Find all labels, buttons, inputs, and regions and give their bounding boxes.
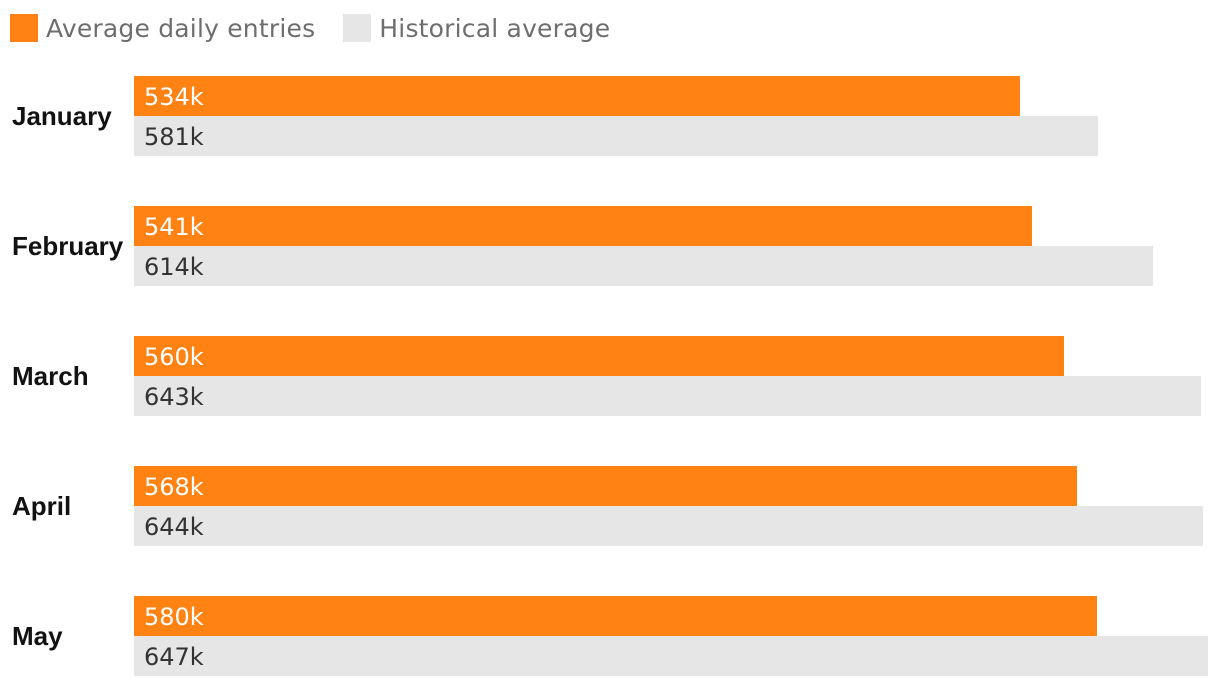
value-label-primary-january: 534k bbox=[144, 83, 204, 111]
legend-label-primary: Average daily entries bbox=[46, 13, 316, 43]
category-label-april: April bbox=[12, 491, 71, 521]
bar-secondary-january bbox=[134, 116, 1098, 156]
legend-swatch-secondary bbox=[343, 14, 372, 42]
bar-secondary-march bbox=[134, 376, 1201, 416]
bar-primary-may bbox=[134, 596, 1097, 636]
value-label-secondary-april: 644k bbox=[144, 513, 204, 541]
bar-primary-april bbox=[134, 466, 1077, 506]
category-label-january: January bbox=[12, 101, 112, 131]
value-label-primary-april: 568k bbox=[144, 473, 204, 501]
bar-primary-february bbox=[134, 206, 1032, 246]
category-label-february: February bbox=[12, 231, 124, 261]
value-label-primary-march: 560k bbox=[144, 343, 204, 371]
bar-primary-january bbox=[134, 76, 1020, 116]
bar-secondary-april bbox=[134, 506, 1203, 546]
bar-secondary-may bbox=[134, 636, 1208, 676]
value-label-secondary-february: 614k bbox=[144, 253, 204, 281]
bar-primary-march bbox=[134, 336, 1064, 376]
category-label-march: March bbox=[12, 361, 89, 391]
value-label-primary-february: 541k bbox=[144, 213, 204, 241]
legend-item-primary: Average daily entries bbox=[10, 14, 315, 43]
value-label-secondary-january: 581k bbox=[144, 123, 204, 151]
legend: Average daily entries Historical average bbox=[10, 14, 638, 43]
value-label-secondary-may: 647k bbox=[144, 643, 204, 671]
legend-label-secondary: Historical average bbox=[379, 13, 611, 43]
value-label-primary-may: 580k bbox=[144, 603, 204, 631]
bar-secondary-february bbox=[134, 246, 1153, 286]
value-label-secondary-march: 643k bbox=[144, 383, 204, 411]
legend-swatch-primary bbox=[10, 14, 38, 42]
legend-item-secondary: Historical average bbox=[343, 14, 610, 43]
category-label-may: May bbox=[12, 621, 63, 651]
